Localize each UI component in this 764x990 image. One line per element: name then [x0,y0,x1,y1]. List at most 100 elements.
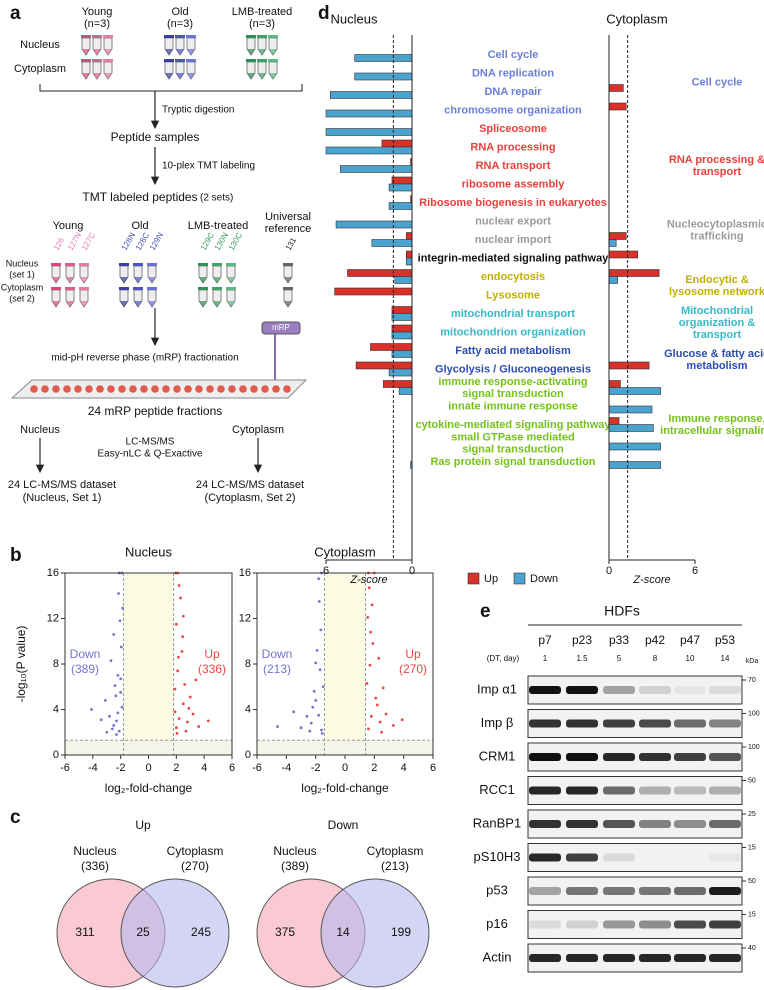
data-point [320,731,324,735]
y-tick-label: 12 [47,612,59,624]
dt-label: (DT, day) [487,654,520,663]
x-tick-label: -2 [116,762,126,774]
tube-tip [247,49,255,55]
set-label: (set 1) [9,269,35,279]
bar [608,269,660,277]
x-axis-label: log₂-fold-change [301,781,389,795]
plate-well [63,385,71,393]
band [529,686,561,694]
dt-value: 5 [617,654,622,663]
band [603,954,635,962]
data-point [299,726,303,730]
term-label: Spliceosome [479,123,547,135]
tube-cap [198,263,208,266]
step-title: Peptide samples [111,130,200,144]
data-point [108,714,111,718]
nonsignificant-band [324,573,366,755]
dataset-label: 24 LC-MS/MS dataset [8,479,116,491]
legend-label: Down [530,573,558,585]
x-tick-label: -4 [88,762,98,774]
tube-tip [66,301,74,307]
lane-label: p53 [715,633,735,647]
band [529,920,561,929]
band [639,954,671,962]
tube-tip [258,49,266,55]
protein-label: Imp β [481,715,514,730]
panel-label: b [10,545,22,566]
group-label: trafficking [690,231,743,243]
data-point [183,683,187,686]
tube-tip [227,301,235,307]
legend-count: (213) [263,662,291,676]
band [709,686,741,694]
tube-cap [175,59,185,62]
plate-well [261,385,269,393]
chart-title: Cytoplasm [314,544,375,559]
data-point [377,656,381,660]
data-point [109,659,113,662]
tube-cap [212,287,222,290]
tube-tip [93,73,101,79]
group-label: intracellular signaling [660,425,764,437]
band [603,820,635,828]
bar [391,350,413,358]
protein-label: RanBP1 [473,815,521,830]
plate-well [239,385,247,393]
tube-tip [93,49,101,55]
ms-label: Easy-nLC & Q-Exactive [97,449,202,460]
protein-label: CRM1 [479,748,516,763]
plate-well [85,385,93,393]
data-point [113,684,117,688]
x-axis-label: Z-score [349,574,387,586]
band [529,853,561,862]
x-tick-label: -2 [311,762,321,774]
tmt-reference: reference [265,223,311,235]
group-label: Immune response, [668,413,764,425]
plate-well [283,385,291,393]
band [603,786,635,795]
plate-well [173,385,181,393]
ms-label: LC-MS/MS [126,437,175,448]
data-point [206,719,210,723]
set-label: (set 2) [9,293,35,303]
term-label: immune response-activating [438,376,587,388]
device [261,321,301,335]
bar [391,306,413,314]
band [639,887,671,895]
tube-cap [103,35,113,38]
kda-label: kDa [746,658,759,665]
protein-label: Imp α1 [477,681,517,696]
y-tick-label: 8 [245,658,251,670]
data-point [179,596,182,600]
x-tick-label: 0 [342,762,348,774]
legend-swatch [513,572,526,585]
data-point [276,725,279,728]
data-point [121,606,125,610]
venn-right [320,878,430,988]
bar [391,324,413,333]
tube-cap [198,287,208,290]
bar [347,269,413,277]
group-name: Old [171,6,188,18]
data-point [116,673,120,677]
kda-value: 50 [748,777,756,784]
chart-title: Nucleus [331,11,378,26]
venn-count: 199 [391,925,411,939]
bar [394,276,413,284]
lane-label: p47 [680,633,700,647]
bar [608,417,620,425]
data-point [117,592,120,595]
tube-cap [81,59,91,62]
kda-value: 50 [748,878,756,885]
band [529,954,561,962]
data-point [380,730,384,734]
bar [608,102,627,111]
bar [391,313,413,321]
band [709,853,741,862]
data-point [400,718,404,722]
data-point [318,668,322,672]
band [639,753,671,761]
band [674,954,706,962]
bar [608,461,661,469]
